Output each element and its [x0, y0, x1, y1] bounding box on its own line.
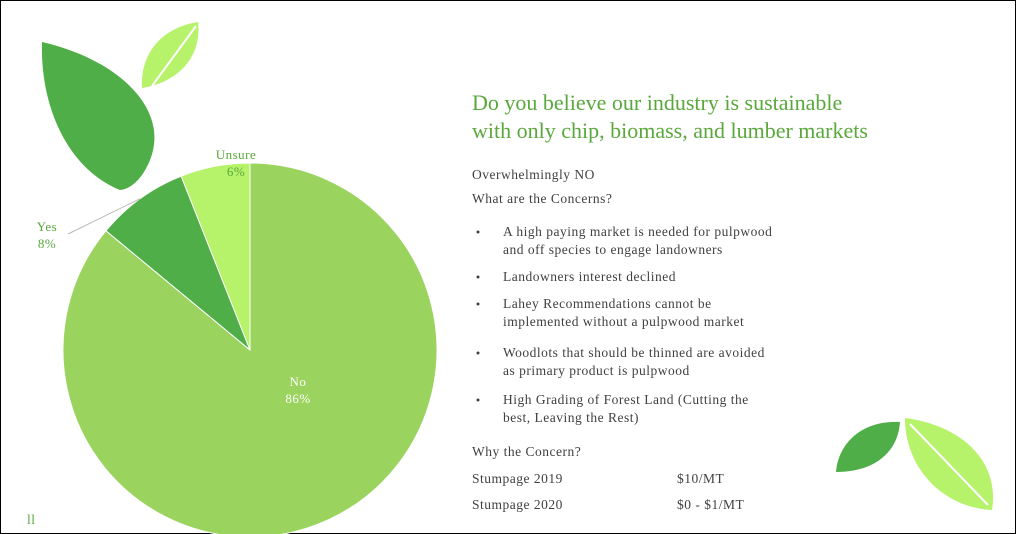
- leaf-vein: [151, 25, 197, 87]
- leaf: [141, 22, 199, 88]
- pie-chart: No 86% Yes 8% Unsure 6%: [37, 147, 438, 534]
- bullet-text: and off species to engage landowners: [503, 242, 723, 257]
- stumpage-label: Stumpage 2020: [472, 497, 563, 512]
- bullet-dot: [476, 351, 480, 355]
- intro-text: What are the Concerns?: [472, 191, 612, 206]
- bullet-text: A high paying market is needed for pulpw…: [503, 224, 772, 239]
- leaf: [836, 421, 900, 472]
- bullet-text: High Grading of Forest Land (Cutting the: [503, 392, 749, 407]
- stumpage-label: Stumpage 2019: [472, 471, 563, 486]
- intro-text: Overwhelmingly NO: [472, 167, 595, 182]
- bullet-text: implemented without a pulpwood market: [503, 314, 744, 329]
- bullet-text: Landowners interest declined: [503, 269, 676, 284]
- bullet-text: as primary product is pulpwood: [503, 363, 690, 378]
- leader-line: [67, 198, 141, 235]
- data-label-value: 8%: [38, 236, 56, 251]
- why-text: Why the Concern?: [472, 444, 581, 459]
- slide-title: Do you believe our industry is sustainab…: [472, 90, 842, 115]
- bullet-text: Woodlots that should be thinned are avoi…: [503, 345, 765, 360]
- data-label-name: Unsure: [216, 147, 257, 162]
- slide-text: Do you believe our industry is sustainab…: [27, 90, 868, 527]
- slide-title: with only chip, biomass, and lumber mark…: [472, 118, 868, 143]
- bullet-dot: [476, 275, 480, 279]
- bullet-dot: [476, 302, 480, 306]
- leaf: [41, 42, 155, 190]
- data-label-name: Yes: [37, 219, 57, 234]
- data-label-value: 86%: [285, 391, 310, 406]
- stumpage-value: $0 - $1/MT: [677, 497, 745, 512]
- bullet-text: Lahey Recommendations cannot be: [503, 296, 712, 311]
- leaf-vein: [909, 423, 989, 506]
- stumpage-value: $10/MT: [677, 471, 725, 486]
- bullet-dot: [476, 230, 480, 234]
- data-label-name: No: [290, 374, 307, 389]
- pie-slice: [105, 175, 251, 351]
- data-label-value: 6%: [227, 164, 245, 179]
- pie-slice: [180, 162, 251, 351]
- bullet-text: best, Leaving the Rest): [503, 410, 639, 425]
- bullet-dot: [476, 398, 480, 402]
- footer-text: ll: [27, 512, 36, 527]
